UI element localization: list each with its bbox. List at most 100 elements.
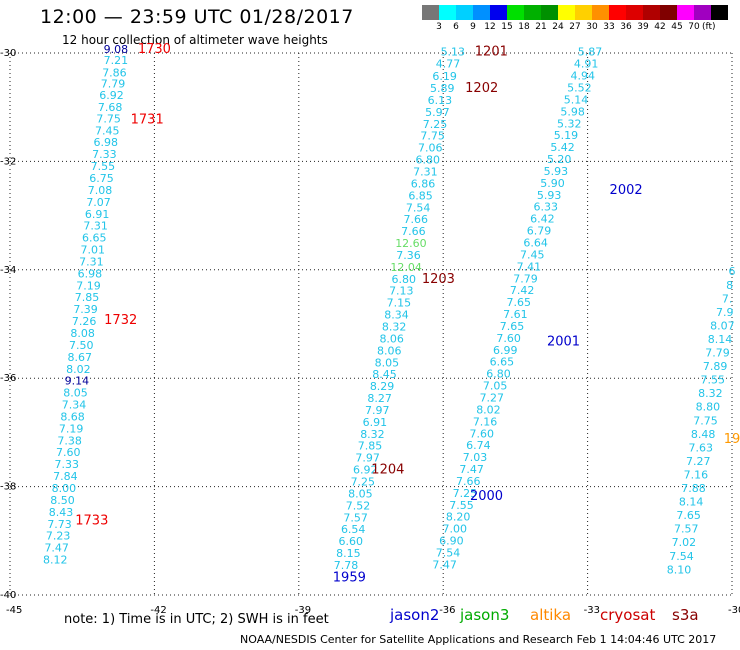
wave-height-label: 7.31 xyxy=(79,255,104,268)
wave-height-label: 7.08 xyxy=(88,184,113,197)
wave-height-label: 8.14 xyxy=(708,333,733,346)
wave-height-label: 7. xyxy=(722,292,733,305)
wave-height-label: 8.06 xyxy=(377,344,402,357)
y-tick-label: -32 xyxy=(0,156,16,167)
wave-height-label: 4.91 xyxy=(574,58,599,71)
wave-height-label: 7.06 xyxy=(418,142,443,155)
time-label: 1732 xyxy=(104,313,137,328)
wave-height-label: 7.60 xyxy=(496,332,521,345)
wave-height-label: 7.27 xyxy=(686,455,711,468)
color-scale-label: 3 xyxy=(436,22,442,32)
wave-height-label: 5.32 xyxy=(557,117,582,130)
wave-height-label: 7.16 xyxy=(473,415,498,428)
wave-height-label: 7.13 xyxy=(389,285,414,298)
wave-height-label: 8.27 xyxy=(367,392,392,405)
wave-height-label: 7.55 xyxy=(449,499,474,512)
wave-height-label: 7.50 xyxy=(69,339,94,352)
wave-height-label: 7.27 xyxy=(480,392,505,405)
wave-height-label: 12.60 xyxy=(395,237,427,250)
wave-height-label: 7.47 xyxy=(459,463,484,476)
time-label: 1959 xyxy=(333,570,366,585)
color-scale-swatch xyxy=(473,5,490,20)
wave-height-label: 7.19 xyxy=(76,279,101,292)
color-scale-swatch xyxy=(592,5,609,20)
wave-height-label: 7.61 xyxy=(503,308,528,321)
wave-height-label: 9.14 xyxy=(65,375,90,388)
color-scale-label: 6 xyxy=(453,22,459,32)
wave-height-label: 7.00 xyxy=(443,523,468,536)
color-scale-label: 30 xyxy=(586,22,598,32)
wave-height-label: 7.47 xyxy=(432,558,457,571)
wave-height-label: 8.45 xyxy=(372,368,397,381)
wave-height-label: 7.97 xyxy=(365,404,390,417)
wave-height-label: 5.89 xyxy=(430,82,455,95)
color-scale-swatch xyxy=(524,5,541,20)
wave-height-label: 8.02 xyxy=(66,363,91,376)
x-tick-label: -36 xyxy=(439,605,455,616)
wave-height-label: 6.65 xyxy=(490,356,515,369)
color-scale-swatch xyxy=(643,5,660,20)
x-tick-label: -33 xyxy=(584,605,600,616)
wave-height-label: 4.77 xyxy=(436,58,461,71)
legend-jason3: jason3 xyxy=(460,606,510,624)
time-label: 2000 xyxy=(470,489,503,504)
color-scale-swatch xyxy=(660,5,677,20)
wave-height-label: 8.43 xyxy=(49,506,74,519)
y-tick-label: -40 xyxy=(0,590,16,601)
wave-height-label: 5.93 xyxy=(544,165,569,178)
wave-height-label: 8.50 xyxy=(50,494,75,507)
color-scale-swatch xyxy=(422,5,439,20)
legend-jason2: jason2 xyxy=(390,606,440,624)
wave-height-label: 8.15 xyxy=(336,547,361,560)
wave-height-label: 7.55 xyxy=(91,160,116,173)
color-scale-label: 36 xyxy=(620,22,632,32)
x-tick-label: -45 xyxy=(6,605,22,616)
wave-height-label: 8.06 xyxy=(379,332,404,345)
wave-height-label: 7.68 xyxy=(98,101,123,114)
wave-height-label: 6.13 xyxy=(428,94,453,107)
wave-height-label: 7.47 xyxy=(44,542,69,555)
wave-height-label: 9.08 xyxy=(104,43,129,56)
color-scale-unit: (ft) xyxy=(702,22,716,32)
wave-height-label: 8 xyxy=(726,279,733,292)
wave-height-label: 7.02 xyxy=(672,536,697,549)
wave-height-label: 5.20 xyxy=(547,153,572,166)
wave-height-label: 5.90 xyxy=(540,177,565,190)
wave-height-label: 6.42 xyxy=(530,213,555,226)
wave-height-label: 6.75 xyxy=(89,172,114,185)
time-label: 2002 xyxy=(610,183,643,198)
wave-height-label: 7.25 xyxy=(453,487,478,500)
wave-height-label: 7.57 xyxy=(343,511,368,524)
time-label: 2001 xyxy=(547,335,580,350)
color-scale-label: 9 xyxy=(470,22,476,32)
wave-height-label: 5.13 xyxy=(441,46,466,59)
wave-height-label: 7.57 xyxy=(674,523,699,536)
wave-height-label: 8.07 xyxy=(710,319,735,332)
wave-height-label: 5.97 xyxy=(425,106,450,119)
wave-height-label: 7.75 xyxy=(420,130,445,143)
color-scale-swatch xyxy=(507,5,524,20)
time-label: 1733 xyxy=(75,514,108,529)
legend-cryosat: cryosat xyxy=(600,606,656,624)
wave-height-label: 7.41 xyxy=(517,260,542,273)
wave-height-label: 7.03 xyxy=(463,451,488,464)
wave-height-label: 5.42 xyxy=(550,141,575,154)
color-scale-label: 24 xyxy=(552,22,564,32)
wave-height-label: 8.02 xyxy=(476,403,501,416)
wave-height-label: 7.66 xyxy=(401,225,426,238)
legend-s3a: s3a xyxy=(672,606,699,624)
wave-height-label: 7.79 xyxy=(101,78,126,91)
color-scale-label: 21 xyxy=(535,22,547,32)
y-tick-label: -30 xyxy=(0,48,16,59)
wave-height-label: 7.66 xyxy=(404,213,429,226)
wave-height-label: 7.52 xyxy=(346,499,371,512)
wave-height-label: 7.54 xyxy=(406,201,431,214)
wave-height-label: 8.67 xyxy=(68,351,93,364)
wave-height-label: 7.01 xyxy=(81,244,106,257)
wave-height-label: 8.10 xyxy=(667,563,692,576)
wave-height-label: 7.85 xyxy=(358,440,383,453)
wave-height-label: 7.15 xyxy=(387,297,412,310)
wave-height-label: 7.42 xyxy=(510,284,535,297)
color-scale-swatch xyxy=(439,5,456,20)
wave-height-label: 6.99 xyxy=(493,344,518,357)
